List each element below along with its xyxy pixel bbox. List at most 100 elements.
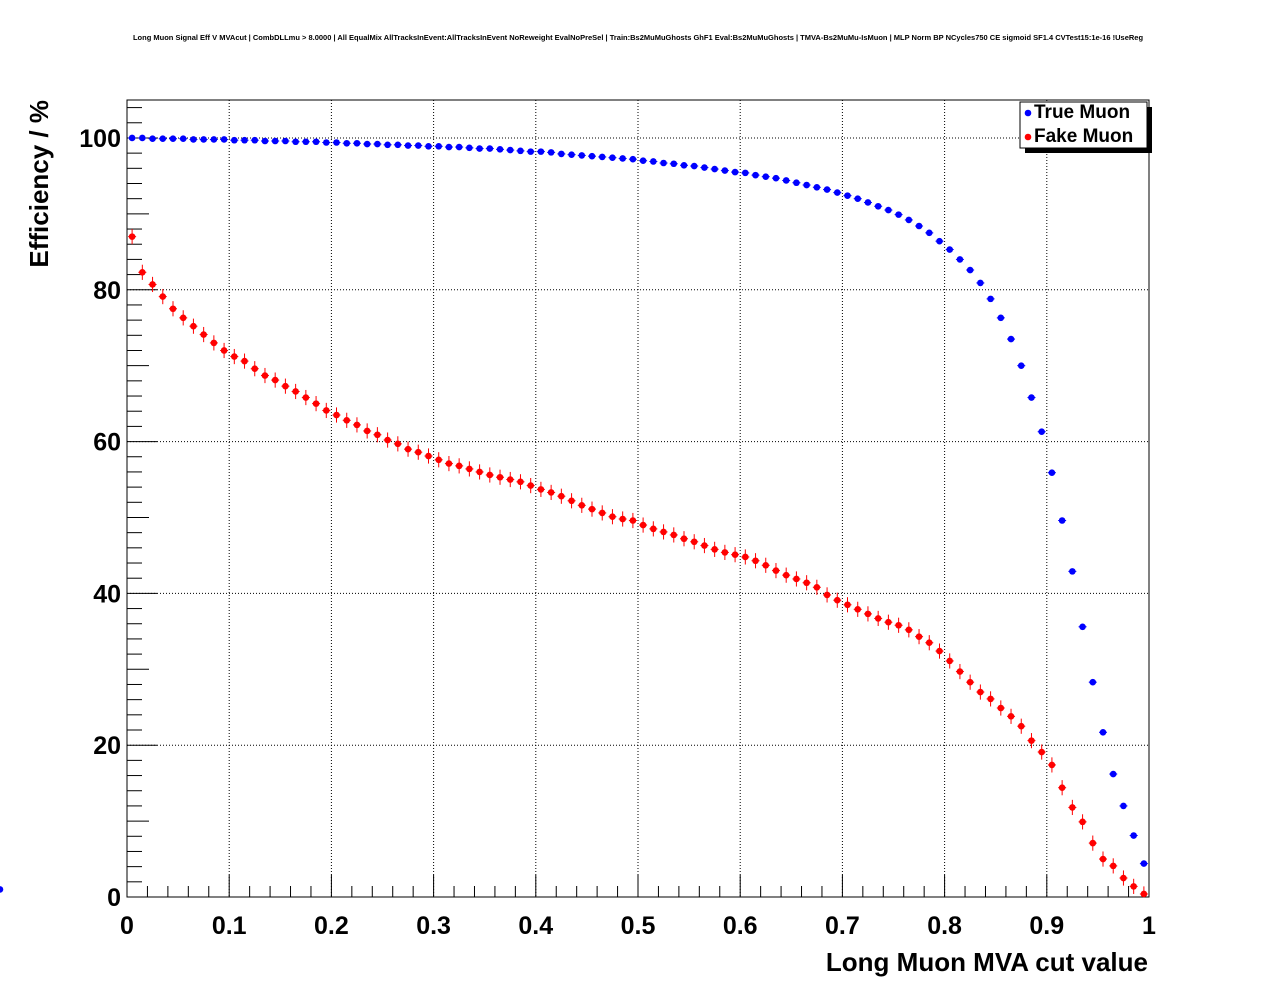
data-point-true-muon xyxy=(833,189,841,196)
data-point-fake-muon xyxy=(905,626,913,634)
legend-label-fake-muon: Fake Muon xyxy=(1034,126,1133,147)
data-point-fake-muon xyxy=(1120,874,1127,882)
data-point-fake-muon xyxy=(895,621,902,629)
data-point-fake-muon xyxy=(282,382,289,390)
data-point-true-muon xyxy=(1038,428,1045,436)
data-point-true-muon xyxy=(282,137,289,145)
data-point-fake-muon xyxy=(363,427,371,435)
data-point-true-muon xyxy=(302,138,310,146)
data-point-fake-muon xyxy=(1028,737,1035,744)
data-point-fake-muon xyxy=(404,445,412,453)
data-point-true-muon xyxy=(1007,335,1015,343)
data-point-true-muon xyxy=(179,135,187,143)
x-axis-title: Long Muon MVA cut value xyxy=(826,947,1148,977)
data-point-fake-muon xyxy=(1017,722,1025,730)
data-point-fake-muon xyxy=(455,462,463,470)
data-point-true-muon xyxy=(404,142,412,149)
data-point-true-muon xyxy=(731,168,739,176)
data-point-true-muon xyxy=(0,886,4,893)
x-tick-label: 0.3 xyxy=(416,912,451,940)
data-point-fake-muon xyxy=(425,452,432,460)
data-point-true-muon xyxy=(271,137,279,145)
series-fake-muon xyxy=(128,229,1148,898)
data-point-true-muon xyxy=(752,171,759,179)
y-tick-label: 0 xyxy=(107,884,121,912)
data-point-true-muon xyxy=(619,155,626,162)
data-point-fake-muon xyxy=(588,505,596,513)
data-point-true-muon xyxy=(568,151,575,158)
x-tick-labels: 0 0.1 0.2 0.3 0.4 0.5 0.6 0.7 0.8 0.9 1 xyxy=(120,912,1156,940)
data-point-true-muon xyxy=(946,246,954,253)
data-point-true-muon xyxy=(905,216,913,224)
data-point-fake-muon xyxy=(414,448,422,456)
y-tick-label: 60 xyxy=(93,429,121,457)
data-point-true-muon xyxy=(987,295,994,303)
data-point-fake-muon xyxy=(844,601,851,609)
data-point-fake-muon xyxy=(506,476,514,483)
data-point-true-muon xyxy=(977,279,984,287)
data-point-true-muon xyxy=(588,152,596,160)
data-point-fake-muon xyxy=(803,579,810,587)
data-point-fake-muon xyxy=(936,647,943,655)
data-point-fake-muon xyxy=(128,233,136,240)
data-point-fake-muon xyxy=(711,546,718,553)
data-point-true-muon xyxy=(823,186,831,193)
y-tick-labels: 0 20 40 60 80 100 xyxy=(79,125,121,912)
data-point-fake-muon xyxy=(486,471,494,479)
data-point-fake-muon xyxy=(1079,818,1086,826)
data-point-true-muon xyxy=(803,181,810,189)
data-point-true-muon xyxy=(425,143,432,150)
x-tick-label: 0.2 xyxy=(314,912,349,940)
data-point-fake-muon xyxy=(742,553,749,561)
x-tick-label: 0.1 xyxy=(212,912,247,940)
data-point-true-muon xyxy=(701,164,708,171)
data-point-fake-muon xyxy=(220,347,228,354)
data-point-true-muon xyxy=(997,314,1005,322)
data-point-fake-muon xyxy=(476,468,483,476)
data-point-fake-muon xyxy=(435,456,443,464)
data-point-fake-muon xyxy=(977,688,984,696)
data-point-fake-muon xyxy=(547,489,555,496)
data-point-fake-muon xyxy=(139,269,146,276)
data-point-true-muon xyxy=(660,159,667,167)
x-tick-label: 0.4 xyxy=(518,912,553,940)
data-point-fake-muon xyxy=(374,431,381,439)
data-point-true-muon xyxy=(159,135,167,143)
data-point-true-muon xyxy=(895,211,902,218)
data-point-fake-muon xyxy=(353,421,361,429)
data-point-fake-muon xyxy=(1130,883,1137,890)
data-point-true-muon xyxy=(762,173,770,180)
data-point-fake-muon xyxy=(629,517,637,524)
data-point-fake-muon xyxy=(149,281,156,288)
y-tick-label: 100 xyxy=(79,125,121,153)
data-point-true-muon xyxy=(793,179,800,187)
data-point-true-muon xyxy=(169,135,177,143)
data-point-fake-muon xyxy=(1058,784,1066,791)
data-point-true-muon xyxy=(322,139,330,146)
data-point-fake-muon xyxy=(813,584,821,591)
data-point-fake-muon xyxy=(1048,761,1056,769)
data-point-true-muon xyxy=(220,136,228,143)
data-point-true-muon xyxy=(844,192,851,199)
x-tick-label: 1 xyxy=(1142,912,1156,940)
x-tick-label: 0.8 xyxy=(927,912,962,940)
data-series xyxy=(0,134,1148,898)
data-point-true-muon xyxy=(527,148,534,155)
data-point-true-muon xyxy=(885,206,892,214)
data-point-true-muon xyxy=(496,146,504,153)
data-point-true-muon xyxy=(455,143,463,151)
data-point-fake-muon xyxy=(1069,804,1076,811)
data-point-true-muon xyxy=(506,146,514,154)
data-point-true-muon xyxy=(445,143,453,151)
data-point-true-muon xyxy=(915,222,923,230)
data-point-fake-muon xyxy=(200,331,207,338)
data-point-fake-muon xyxy=(210,339,218,347)
chart-title: Long Muon Signal Eff V MVAcut | CombDLLm… xyxy=(132,33,1144,42)
data-point-true-muon xyxy=(1017,362,1025,369)
data-point-fake-muon xyxy=(261,372,269,379)
data-point-true-muon xyxy=(1130,832,1137,839)
data-point-fake-muon xyxy=(854,606,862,613)
data-point-true-muon xyxy=(742,169,749,177)
data-point-fake-muon xyxy=(558,492,565,500)
data-point-true-muon xyxy=(813,183,821,191)
